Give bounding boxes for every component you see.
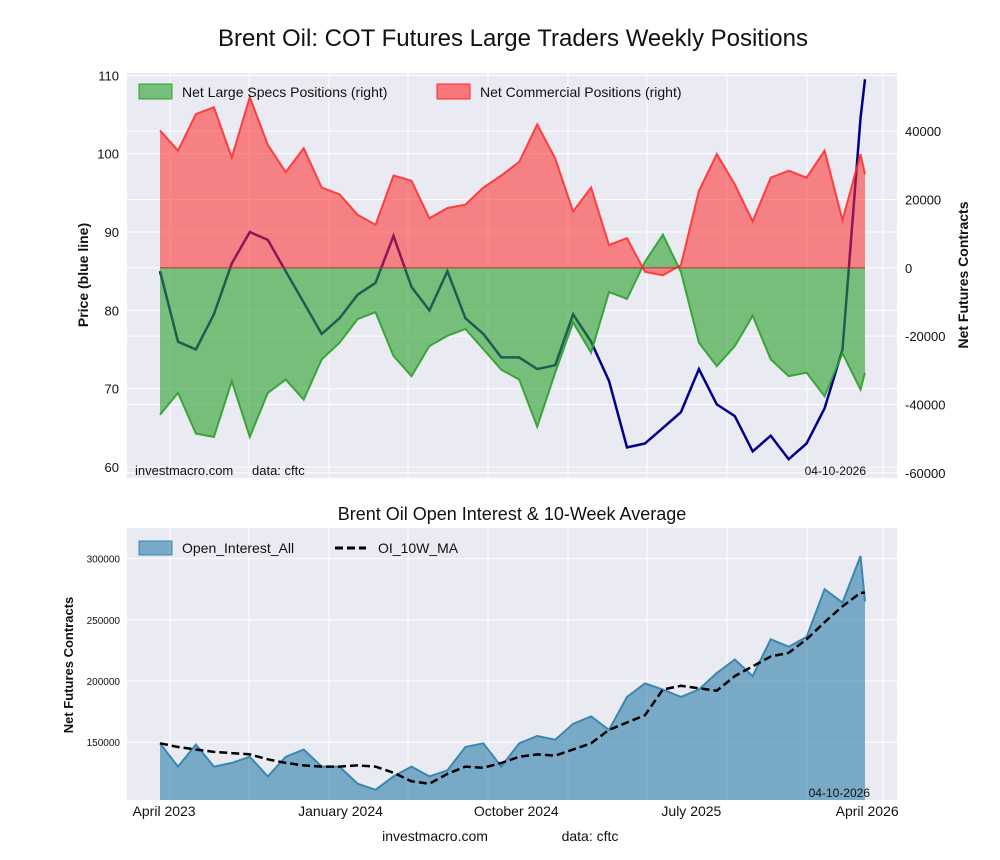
legend-swatch-commercial bbox=[436, 83, 471, 100]
net-tick-label: 20000 bbox=[905, 192, 941, 207]
oi-tick-label: 200000 bbox=[87, 677, 121, 688]
date-tick-label: July 2025 bbox=[661, 803, 721, 819]
net-axis-label: Net Futures Contracts bbox=[955, 201, 971, 348]
date-stamp-top: 04-10-2026 bbox=[805, 464, 867, 478]
positions-plot: 60 70 80 90 100 110 40000 20000 0 -20000 -40000 -60… bbox=[97, 68, 945, 481]
open-interest-marks bbox=[159, 555, 866, 800]
ma-line bbox=[159, 591, 865, 785]
oi-tick-label: 150000 bbox=[87, 738, 121, 749]
open-interest-legend: Open_Interest_All OI_10W_MA bbox=[138, 540, 459, 556]
open-interest-ticks: 150000 200000 250000 300000 April 2023 Januar… bbox=[87, 555, 899, 819]
commercial-line bbox=[159, 93, 866, 277]
chart-title: Brent Oil: COT Futures Large Traders Wee… bbox=[218, 25, 808, 52]
watermark-source: data: cftc bbox=[252, 463, 305, 478]
date-tick-label: January 2024 bbox=[298, 803, 383, 819]
open-interest-area bbox=[160, 556, 865, 800]
net-tick-label: -60000 bbox=[905, 466, 945, 481]
watermark-site: investmacro.com bbox=[135, 463, 233, 478]
net-tick-label: -40000 bbox=[905, 398, 945, 413]
legend-label-open-interest: Open_Interest_All bbox=[182, 540, 294, 556]
footer-site: investmacro.com bbox=[382, 828, 488, 844]
net-tick-label: 0 bbox=[905, 261, 912, 276]
price-tick-label: 80 bbox=[105, 303, 119, 318]
footer-source: data: cftc bbox=[562, 828, 619, 844]
price-tick-label: 110 bbox=[98, 68, 119, 83]
open-interest-title: Brent Oil Open Interest & 10-Week Averag… bbox=[338, 504, 687, 524]
net-tick-label: 40000 bbox=[905, 124, 941, 139]
positions-ticks: 60 70 80 90 100 110 40000 20000 0 -20000 -40000 -60… bbox=[97, 68, 945, 481]
price-tick-label: 60 bbox=[105, 460, 119, 475]
positions-marks bbox=[158, 79, 867, 462]
oi-tick-label: 300000 bbox=[87, 555, 121, 566]
commercial-area bbox=[160, 96, 865, 276]
date-tick-label: April 2023 bbox=[133, 803, 196, 819]
positions-legend: Net Large Specs Positions (right) Net Co… bbox=[138, 83, 682, 100]
net-tick-label: -20000 bbox=[905, 329, 945, 344]
date-tick-label: October 2024 bbox=[474, 803, 559, 819]
price-axis-label: Price (blue line) bbox=[75, 223, 91, 327]
open-interest-axis-label: Net Futures Contracts bbox=[61, 597, 76, 734]
open-interest-plot: 150000 200000 250000 300000 April 2023 Januar… bbox=[87, 528, 899, 819]
price-tick-label: 90 bbox=[105, 225, 119, 240]
legend-label-commercial: Net Commercial Positions (right) bbox=[480, 84, 682, 100]
price-tick-label: 100 bbox=[97, 147, 119, 162]
date-stamp-bottom: 04-10-2026 bbox=[809, 786, 871, 800]
legend-swatch-open-interest bbox=[138, 540, 173, 556]
oi-tick-label: 250000 bbox=[87, 616, 121, 627]
specs-line bbox=[159, 232, 866, 440]
specs-area bbox=[160, 234, 865, 437]
legend-label-ma: OI_10W_MA bbox=[378, 540, 459, 556]
legend-label-specs: Net Large Specs Positions (right) bbox=[182, 84, 387, 100]
legend-swatch-specs bbox=[138, 83, 173, 100]
date-tick-label: April 2026 bbox=[836, 803, 899, 819]
price-tick-label: 70 bbox=[105, 382, 119, 397]
